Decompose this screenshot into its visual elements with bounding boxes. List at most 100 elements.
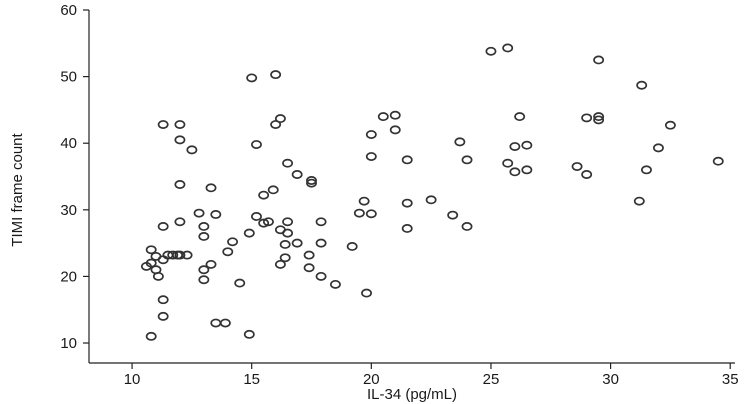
x-tick-label: 10	[124, 371, 141, 388]
data-point	[581, 170, 593, 179]
data-point	[174, 250, 186, 260]
data-point	[509, 167, 521, 177]
data-point	[303, 263, 315, 273]
data-point	[282, 217, 294, 227]
data-point	[521, 165, 533, 175]
data-point	[389, 110, 401, 120]
y-axis-title: TIMI frame count	[9, 132, 26, 246]
data-point	[243, 329, 255, 339]
data-point	[361, 288, 372, 298]
data-point	[219, 318, 231, 328]
data-point	[145, 258, 157, 268]
data-point	[251, 140, 262, 149]
points-layer	[140, 43, 724, 341]
data-point	[198, 275, 210, 285]
data-point	[181, 250, 193, 260]
data-point	[353, 208, 365, 218]
data-point	[279, 239, 291, 249]
y-tick-label: 50	[60, 69, 77, 86]
data-point	[258, 218, 270, 228]
data-point	[279, 253, 291, 263]
data-point	[461, 155, 473, 165]
data-point	[205, 259, 217, 269]
data-point	[210, 318, 222, 328]
y-tick-label: 20	[60, 268, 77, 285]
data-point	[636, 80, 648, 90]
data-point	[593, 55, 605, 65]
data-point	[251, 212, 262, 221]
data-point	[502, 158, 514, 168]
axes-layer	[88, 10, 735, 364]
data-point	[389, 125, 401, 135]
data-point	[509, 142, 521, 151]
data-point	[306, 178, 317, 188]
data-point	[641, 165, 652, 175]
data-point	[222, 247, 234, 257]
data-point	[186, 145, 198, 155]
x-tick-label: 15	[243, 371, 260, 388]
data-point	[633, 196, 645, 206]
data-point	[262, 217, 274, 227]
data-point	[306, 176, 317, 185]
x-axis-title: IL-34 (pg/mL)	[367, 386, 457, 403]
data-point	[712, 156, 724, 166]
data-point	[174, 217, 186, 227]
y-tick-label: 10	[60, 335, 77, 352]
data-point	[358, 196, 370, 206]
data-point	[274, 259, 286, 269]
data-point	[193, 208, 205, 218]
data-point	[274, 114, 286, 124]
data-point	[210, 210, 222, 219]
data-point	[291, 170, 303, 179]
data-point	[401, 155, 413, 165]
x-tick-label: 20	[363, 371, 380, 388]
data-point	[571, 162, 583, 171]
data-point	[315, 271, 327, 281]
data-point	[447, 210, 459, 220]
data-point	[521, 140, 533, 150]
data-point	[152, 271, 164, 281]
data-point	[664, 120, 676, 130]
data-point	[198, 222, 210, 231]
data-point	[258, 190, 270, 200]
data-point	[502, 43, 514, 53]
data-point	[205, 183, 217, 193]
data-point	[267, 185, 279, 195]
data-point	[303, 250, 315, 260]
data-point	[652, 143, 664, 153]
data-point	[377, 112, 389, 122]
data-point	[315, 238, 327, 248]
data-point	[315, 217, 327, 227]
data-point	[174, 135, 186, 145]
data-point	[270, 120, 282, 130]
data-point	[174, 120, 186, 130]
x-tick-label: 30	[602, 371, 619, 388]
data-point	[593, 115, 605, 125]
data-point	[282, 158, 294, 168]
data-point	[227, 237, 239, 247]
data-point	[329, 279, 341, 289]
data-point	[234, 278, 246, 288]
data-point	[157, 120, 169, 130]
data-point	[157, 222, 169, 231]
data-point	[346, 241, 358, 251]
data-point	[198, 265, 210, 275]
data-point	[581, 113, 593, 123]
data-point	[167, 250, 179, 260]
data-point	[485, 46, 497, 56]
data-point	[593, 112, 605, 122]
data-point	[270, 70, 282, 80]
data-point	[365, 152, 377, 161]
y-tick-label: 60	[60, 2, 77, 19]
x-tick-label: 35	[722, 371, 739, 388]
data-point	[157, 311, 169, 321]
y-tick-label: 30	[60, 202, 77, 219]
data-point	[291, 238, 303, 248]
data-point	[157, 295, 169, 305]
ticks-layer: 10 15 20 25 30 35 10 20 30 40 50 60	[60, 2, 738, 388]
data-point	[365, 209, 377, 219]
data-point	[145, 331, 157, 341]
data-point	[425, 195, 437, 205]
x-tick-label: 25	[483, 371, 500, 388]
